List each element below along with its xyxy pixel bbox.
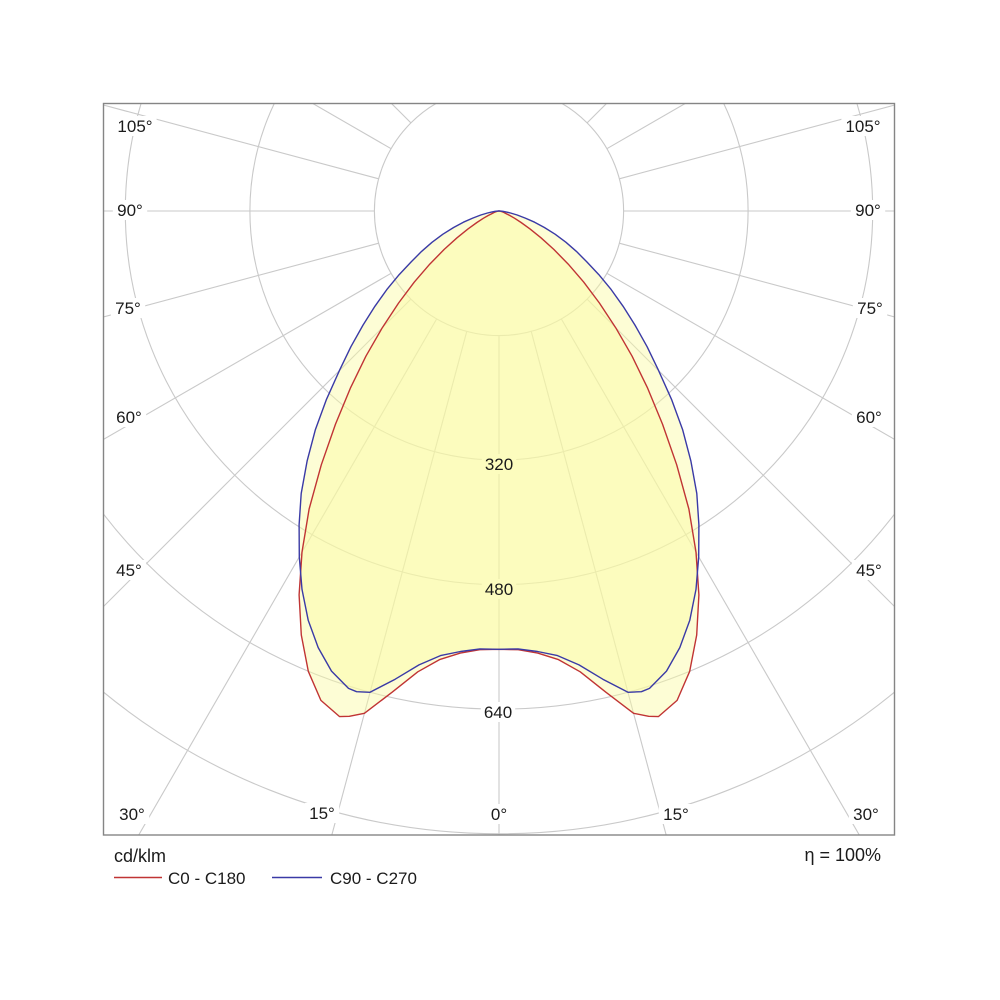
ring-value-label: 320 (485, 455, 513, 474)
efficiency-label: η = 100% (804, 845, 881, 865)
label-knockout (114, 804, 150, 824)
label-knockout (851, 560, 887, 580)
label-knockout (841, 116, 885, 136)
label-knockout (851, 407, 887, 427)
label-knockout (486, 804, 512, 824)
grid-radial-line (266, 0, 467, 91)
grid-radial-line (311, 103, 392, 150)
angle-tick-label: 15° (309, 804, 335, 823)
grid-radial-line (531, 0, 732, 91)
angle-tick-label: 105° (845, 117, 880, 136)
angle-tick-label: 75° (857, 299, 883, 318)
label-knockout (480, 702, 516, 722)
grid-radial-line (606, 272, 895, 440)
legend-label-c90-c270: C90 - C270 (330, 869, 417, 888)
label-knockout (658, 804, 694, 824)
label-knockout (304, 803, 340, 823)
label-knockout (481, 579, 517, 599)
curve-c90-c270 (298, 210, 700, 693)
grid-radial-line (49, 0, 437, 103)
angle-tick-label: 90° (855, 201, 881, 220)
label-knockout (112, 200, 148, 220)
plot-frame (102, 102, 896, 836)
grid-radial-line (103, 104, 379, 180)
grid-radial-line (560, 318, 860, 835)
label-knockout (848, 804, 884, 824)
label-knockout (850, 200, 886, 220)
grid-radial-line (619, 104, 895, 180)
angle-tick-label: 0° (491, 805, 507, 824)
angle-tick-label: 105° (117, 117, 152, 136)
grid-radial-line (619, 242, 895, 318)
curves (298, 210, 700, 718)
grid-radial-line (390, 103, 412, 124)
angle-tick-label: 60° (856, 408, 882, 427)
ring-value-label: 640 (484, 703, 512, 722)
angle-tick-label: 90° (117, 201, 143, 220)
quantity-unit-label: cd/klm (114, 846, 166, 866)
label-knockout (481, 454, 517, 474)
fill-c90-c270 (299, 211, 699, 693)
ring-value-label: 480 (485, 580, 513, 599)
label-knockout (113, 116, 157, 136)
grid-radial-line (103, 242, 379, 318)
angle-tick-label: 30° (119, 805, 145, 824)
angle-tick-label: 45° (116, 561, 142, 580)
grid-radial-line (530, 331, 667, 835)
label-knockout (111, 560, 147, 580)
tick-labels: 105° 90° 75° 60° 45° 30° 15° 0° 15° 30° 45° 60° 75° 9… (115, 117, 883, 824)
angle-tick-label: 60° (116, 408, 142, 427)
grid-radial-line (331, 331, 468, 835)
grid-radial-line (606, 103, 687, 150)
label-knockout (110, 298, 146, 318)
label-knockouts (110, 116, 888, 824)
label-knockout (852, 298, 888, 318)
angle-tick-label: 15° (663, 805, 689, 824)
angle-tick-label: 30° (853, 805, 879, 824)
label-knockout (111, 407, 147, 427)
angle-tick-label: 45° (856, 561, 882, 580)
fill-c0-c180 (299, 211, 699, 717)
grid-radial-line (561, 0, 949, 103)
grid-radial-line (103, 272, 392, 440)
grid-radial-line (138, 318, 438, 835)
grid-radial-line (586, 103, 608, 124)
angle-tick-label: 75° (115, 299, 141, 318)
legend-label-c0-c180: C0 - C180 (168, 869, 245, 888)
